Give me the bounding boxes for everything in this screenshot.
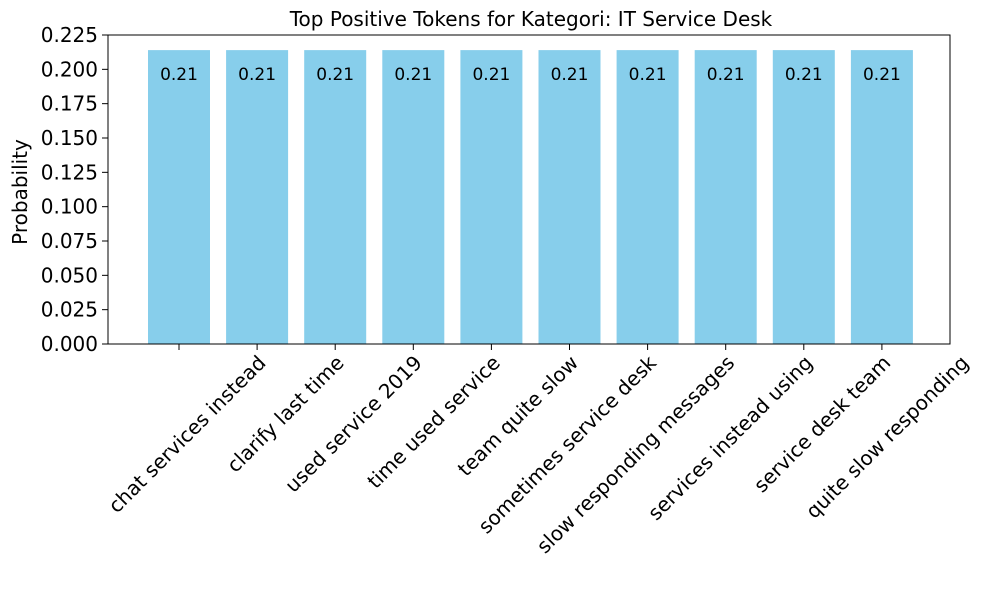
bar-value-label: 0.21 <box>160 65 198 85</box>
y-tick-label: 0.050 <box>41 263 98 287</box>
plot-frame <box>107 34 951 345</box>
y-tick-label: 0.200 <box>41 57 98 81</box>
y-tick-label: 0.175 <box>41 92 98 116</box>
bar-value-label: 0.21 <box>316 65 354 85</box>
bar-value-label: 0.21 <box>863 65 901 85</box>
y-tick-label: 0.125 <box>41 160 98 184</box>
y-tick-label: 0.225 <box>41 23 98 47</box>
bar-value-label: 0.21 <box>551 65 589 85</box>
bar-value-label: 0.21 <box>707 65 745 85</box>
bar-value-label: 0.21 <box>629 65 667 85</box>
bar-value-label: 0.21 <box>238 65 276 85</box>
y-tick-label: 0.075 <box>41 229 98 253</box>
bar <box>382 50 445 345</box>
y-axis-label: Probability <box>8 139 32 245</box>
bar-value-label: 0.21 <box>394 65 432 85</box>
bar <box>694 50 757 345</box>
chart-title: Top Positive Tokens for Kategori: IT Ser… <box>289 7 773 31</box>
y-tick-label: 0.100 <box>41 195 98 219</box>
bar-value-label: 0.21 <box>472 65 510 85</box>
bar <box>226 50 289 345</box>
y-tick-label: 0.025 <box>41 298 98 322</box>
y-axis: 0.000 0.025 0.050 0.075 0.100 0.125 0.150 0.175… <box>41 23 108 356</box>
x-tick-label: service desk team <box>749 351 896 498</box>
bar <box>460 50 523 345</box>
bars-group <box>148 50 913 345</box>
x-tick-label: time used service <box>362 351 505 494</box>
bar <box>772 50 835 345</box>
bar <box>304 50 367 345</box>
bar <box>850 50 913 345</box>
x-tick-label: chat services instead <box>103 351 270 518</box>
bar <box>616 50 679 345</box>
data-labels-group: 0.21 0.21 0.21 0.21 0.21 0.21 0.21 0.21 0.21 0.21 <box>160 65 901 85</box>
y-tick-label: 0.150 <box>41 126 98 150</box>
y-tick-label: 0.000 <box>41 332 98 356</box>
bar <box>148 50 210 345</box>
bar <box>538 50 601 345</box>
x-tick-label: used service 2019 <box>280 351 427 498</box>
bar-value-label: 0.21 <box>785 65 823 85</box>
x-tick-label: quite slow responding <box>801 351 974 524</box>
